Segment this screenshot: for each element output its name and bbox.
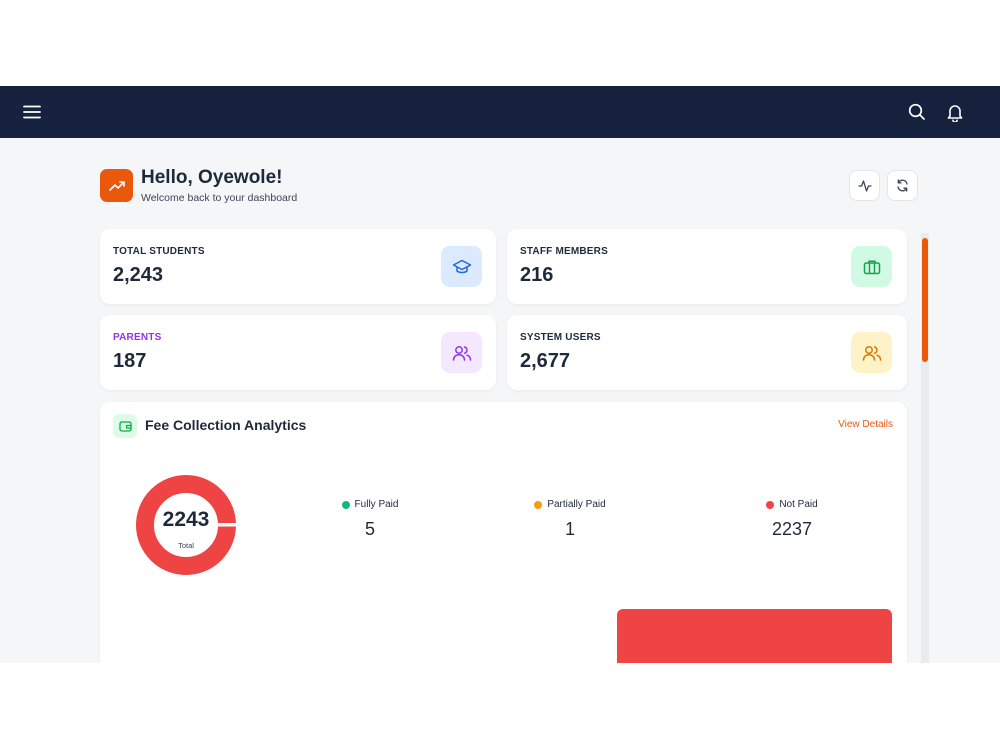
users-icon [851, 332, 892, 373]
legend-label: Fully Paid [354, 499, 399, 510]
legend-value: 5 [364, 519, 375, 539]
fee-collection-card: Fee Collection Analytics View Details 22… [100, 402, 907, 663]
legend-dot [341, 500, 350, 509]
dashboard-content: Hello, Oyewole! Welcome back to your das… [0, 138, 1000, 663]
stat-label: PARENTS [113, 332, 162, 343]
greeting-title: Hello, Oyewole! [141, 167, 283, 188]
view-details-link[interactable]: View Details [838, 419, 893, 430]
bottom-blank-area [0, 663, 1000, 750]
donut-total-label: Total [178, 541, 194, 550]
stat-label: TOTAL STUDENTS [113, 246, 205, 257]
stat-label: STAFF MEMBERS [520, 246, 608, 257]
trending-up-icon [100, 169, 133, 202]
activity-icon [857, 179, 872, 192]
graduation-cap-icon [441, 246, 482, 287]
legend-dot [766, 500, 775, 509]
top-navbar [0, 86, 1000, 138]
wallet-icon [113, 414, 137, 438]
stat-card-total-students[interactable]: TOTAL STUDENTS 2,243 [100, 229, 496, 304]
stat-card-system-users[interactable]: SYSTEM USERS 2,677 [507, 315, 907, 390]
stat-value: 187 [113, 350, 147, 372]
legend-label: Not Paid [779, 499, 818, 510]
fee-collection-title: Fee Collection Analytics [145, 417, 307, 433]
briefcase-icon [851, 246, 892, 287]
legend-partially-paid: Partially Paid 1 [500, 499, 640, 540]
legend-not-paid: Not Paid 2237 [722, 499, 862, 540]
legend-value: 1 [564, 519, 575, 539]
scrollbar-thumb[interactable] [922, 238, 928, 362]
stat-card-parents[interactable]: PARENTS 187 [100, 315, 496, 390]
scroll-up-arrow[interactable] [921, 227, 929, 233]
refresh-icon [897, 179, 908, 192]
stat-card-staff-members[interactable]: STAFF MEMBERS 216 [507, 229, 907, 304]
top-blank-area [0, 0, 1000, 86]
stat-value: 2,243 [113, 264, 164, 286]
hamburger-menu-icon[interactable] [18, 98, 46, 126]
stat-value: 2,677 [520, 350, 571, 372]
fee-donut-chart [136, 475, 237, 575]
donut-total-value: 2243 [162, 508, 210, 531]
donut-segment-gap [217, 523, 237, 527]
greeting-subtitle: Welcome back to your dashboard [141, 192, 298, 204]
activity-button[interactable] [849, 170, 880, 201]
users-icon [441, 332, 482, 373]
search-icon[interactable] [903, 98, 931, 126]
legend-label: Partially Paid [547, 499, 606, 510]
legend-dot [534, 500, 543, 509]
scrollbar-track[interactable] [921, 233, 929, 663]
stat-value: 216 [520, 264, 554, 286]
bell-icon[interactable] [941, 98, 969, 126]
refresh-button[interactable] [887, 170, 918, 201]
not-paid-bar [617, 609, 892, 663]
stat-label: SYSTEM USERS [520, 332, 601, 343]
legend-fully-paid: Fully Paid 5 [300, 499, 440, 540]
legend-value: 2237 [771, 519, 813, 539]
